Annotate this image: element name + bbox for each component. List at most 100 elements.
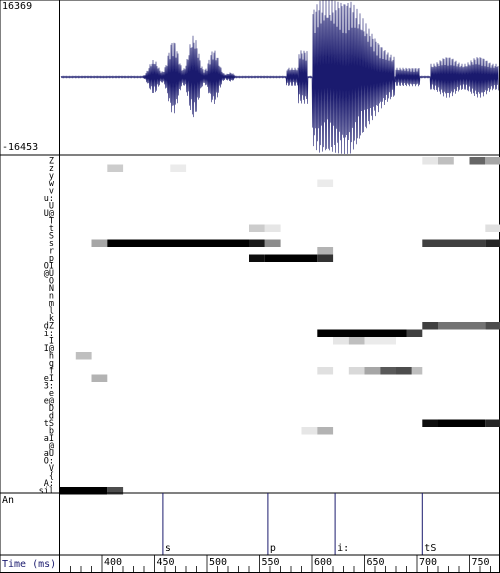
phoneme-label: t (49, 224, 54, 234)
phoneme-label: aI (44, 434, 54, 444)
phoneme-label: S (49, 232, 54, 242)
phoneme-label: f (49, 367, 54, 377)
posterior-cell (411, 367, 423, 375)
phoneme-label: U@ (44, 209, 54, 219)
time-tick-label: 750 (472, 557, 490, 568)
phoneme-label: tS (44, 419, 54, 429)
phoneme-label: l (49, 307, 54, 317)
posterior-cell (485, 239, 500, 247)
posterior-cell (317, 367, 334, 375)
phoneme-label: O (49, 277, 54, 287)
posterior-cell (348, 367, 365, 375)
posterior-cell (422, 322, 439, 330)
posterior-cell (60, 487, 108, 495)
waveform-panel[interactable]: 16369 -16453 (0, 0, 500, 156)
posterior-cell (438, 157, 454, 165)
segment-label: tS (424, 543, 436, 554)
phoneme-label: g (49, 359, 54, 369)
phoneme-label: 3: (44, 382, 54, 392)
phoneme-label: @U (44, 269, 54, 279)
phoneme-label: s (49, 239, 54, 249)
posterior-cell (249, 254, 265, 262)
phoneme-label: r (49, 247, 54, 257)
posterior-cell (422, 239, 486, 247)
waveform-trace (60, 0, 499, 155)
phoneme-label: h (49, 352, 54, 362)
phoneme-label: sil (39, 487, 54, 497)
posterior-cell (107, 164, 124, 172)
time-tick-label: 650 (367, 557, 385, 568)
phoneme-label: i: (44, 329, 54, 339)
time-axis-label: Time (ms) (2, 559, 56, 570)
phoneme-label: p (49, 254, 54, 264)
annotation-segments: s p i: tS (162, 493, 436, 555)
posterior-cell (485, 322, 500, 330)
phoneme-label: A: (44, 479, 54, 489)
posterior-cell (348, 337, 365, 345)
phoneme-label: u: (44, 194, 54, 204)
phoneme-label: m (49, 299, 54, 309)
phoneme-label: n (49, 292, 54, 302)
phoneme-label: w (49, 179, 55, 189)
posterior-cell (333, 337, 349, 345)
posterior-cell (396, 367, 412, 375)
phoneme-label: U (49, 202, 54, 212)
phoneme-label: I (49, 337, 54, 347)
posterior-cell (317, 254, 334, 262)
phoneme-label: d (49, 412, 54, 422)
posterior-cell (317, 247, 334, 255)
phoneme-label: dZ (44, 322, 54, 332)
time-tick-label: 500 (209, 557, 227, 568)
posterior-cell (107, 239, 250, 247)
posterior-cell (485, 224, 500, 232)
posterior-cell (422, 157, 439, 165)
posterior-cells (60, 157, 500, 495)
phoneme-label: Z (49, 157, 54, 167)
posterior-cell (301, 427, 318, 435)
time-tick-label: 450 (157, 557, 175, 568)
phoneme-label: e (49, 389, 54, 399)
posterior-cell (91, 239, 108, 247)
phoneme-label: eI (44, 374, 54, 384)
phoneme-label: e@ (44, 397, 54, 407)
waveform-min-label: -16453 (2, 142, 38, 153)
annotation-tier-label: An (2, 495, 14, 506)
posterior-cell (364, 367, 381, 375)
annotation-tier[interactable]: An s p i: tS (0, 492, 500, 556)
time-ticks: 400 450 500 550 600 650 700 750 (70, 555, 491, 573)
posterior-cell (469, 157, 486, 165)
time-tick-label: 600 (314, 557, 332, 568)
posterior-cell (364, 337, 396, 345)
posterior-cell (406, 329, 423, 337)
phoneme-label: D (49, 404, 54, 414)
waveform-max-label: 16369 (2, 1, 32, 12)
phoneme-label: { (49, 472, 54, 482)
phoneme-label: I@ (44, 344, 54, 354)
posterior-cell (75, 352, 92, 360)
time-axis[interactable]: Time (ms) 400 450 500 550 600 650 700 750 (0, 554, 500, 573)
posterior-cell (380, 367, 397, 375)
posterior-cell (264, 224, 281, 232)
posterior-cell (438, 322, 486, 330)
phoneme-label: b (49, 427, 54, 437)
posterior-cell (91, 374, 108, 382)
time-tick-label: 400 (104, 557, 122, 568)
phoneme-label: v (49, 187, 54, 197)
posteriogram-panel[interactable]: Zzywvu:UU@TtSsrpOI@UONnmlkdZi:II@hgfeI3:… (0, 154, 500, 497)
time-tick-label: 550 (262, 557, 280, 568)
segment-label: i: (337, 543, 349, 554)
segment-label: p (270, 543, 276, 554)
posterior-cell (107, 487, 124, 495)
posterior-cell (170, 164, 187, 172)
phoneme-label: z (49, 164, 54, 174)
phoneme-label: y (49, 172, 54, 182)
phoneme-label: OI (44, 262, 54, 272)
segment-label: s (165, 543, 171, 554)
posterior-cell (317, 427, 334, 435)
posterior-cell (317, 179, 334, 187)
posterior-cell (249, 224, 265, 232)
phoneme-label: O: (44, 457, 54, 467)
phoneme-label: T (49, 217, 54, 227)
